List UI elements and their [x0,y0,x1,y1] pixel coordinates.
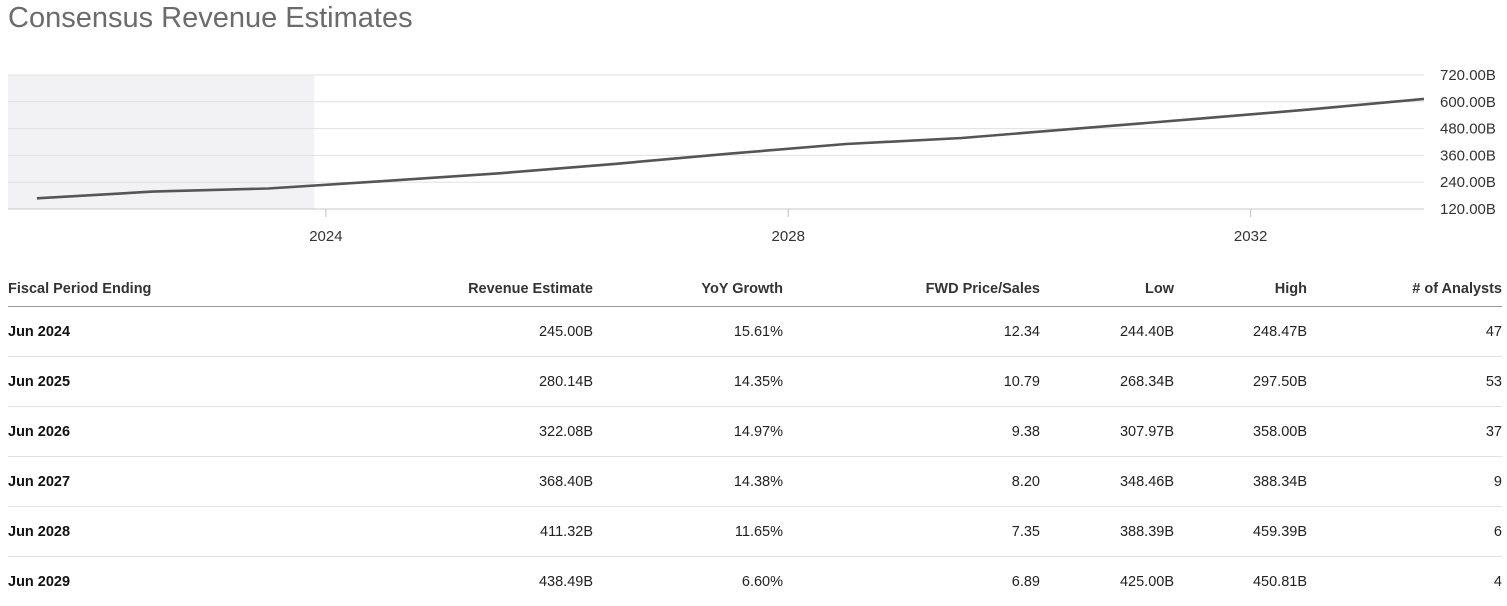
header-high[interactable]: High [1174,272,1307,307]
header-low[interactable]: Low [1040,272,1174,307]
cell-low: 244.40B [1040,307,1174,357]
cell-fwd-price-sales: 12.34 [783,307,1040,357]
table-header-row: Fiscal Period Ending Revenue Estimate Yo… [8,272,1502,307]
table-row: Jun 2024 245.00B 15.61% 12.34 244.40B 24… [8,307,1502,357]
cell-high: 297.50B [1174,357,1307,407]
page-title: Consensus Revenue Estimates [8,2,413,35]
table-row: Jun 2025 280.14B 14.35% 10.79 268.34B 29… [8,357,1502,407]
table-row: Jun 2028 411.32B 11.65% 7.35 388.39B 459… [8,507,1502,557]
cell-low: 425.00B [1040,557,1174,606]
cell-revenue-estimate: 322.08B [308,407,593,457]
cell-low: 268.34B [1040,357,1174,407]
y-tick-label: 480.00B [1440,121,1496,138]
cell-high: 388.34B [1174,457,1307,507]
cell-yoy-growth: 14.35% [593,357,783,407]
cell-num-analysts: 9 [1307,457,1502,507]
cell-num-analysts: 6 [1307,507,1502,557]
cell-fwd-price-sales: 9.38 [783,407,1040,457]
cell-fwd-price-sales: 10.79 [783,357,1040,407]
cell-yoy-growth: 11.65% [593,507,783,557]
cell-num-analysts: 53 [1307,357,1502,407]
cell-fiscal-period: Jun 2024 [8,307,308,357]
revenue-line-chart: 120.00B 240.00B 360.00B 480.00B 600.00B 720.0… [0,60,1507,260]
cell-fiscal-period: Jun 2027 [8,457,308,507]
cell-fiscal-period: Jun 2028 [8,507,308,557]
cell-yoy-growth: 14.38% [593,457,783,507]
cell-num-analysts: 4 [1307,557,1502,606]
estimates-table: Fiscal Period Ending Revenue Estimate Yo… [8,272,1502,606]
cell-num-analysts: 47 [1307,307,1502,357]
cell-yoy-growth: 15.61% [593,307,783,357]
cell-revenue-estimate: 368.40B [308,457,593,507]
table-row: Jun 2029 438.49B 6.60% 6.89 425.00B 450.… [8,557,1502,606]
cell-high: 459.39B [1174,507,1307,557]
y-tick-label: 120.00B [1440,201,1496,218]
cell-fiscal-period: Jun 2026 [8,407,308,457]
y-tick-label: 720.00B [1440,67,1496,84]
cell-revenue-estimate: 280.14B [308,357,593,407]
y-tick-label: 240.00B [1440,174,1496,191]
table-row: Jun 2027 368.40B 14.38% 8.20 348.46B 388… [8,457,1502,507]
header-yoy-growth[interactable]: YoY Growth [593,272,783,307]
cell-fwd-price-sales: 7.35 [783,507,1040,557]
x-tick-label: 2032 [1234,228,1267,245]
cell-high: 450.81B [1174,557,1307,606]
cell-fiscal-period: Jun 2025 [8,357,308,407]
cell-revenue-estimate: 438.49B [308,557,593,606]
cell-low: 307.97B [1040,407,1174,457]
header-fiscal-period[interactable]: Fiscal Period Ending [8,272,308,307]
y-tick-label: 360.00B [1440,147,1496,164]
header-num-analysts[interactable]: # of Analysts [1307,272,1502,307]
cell-revenue-estimate: 411.32B [308,507,593,557]
cell-fwd-price-sales: 6.89 [783,557,1040,606]
cell-revenue-estimate: 245.00B [308,307,593,357]
header-fwd-price-sales[interactable]: FWD Price/Sales [783,272,1040,307]
x-tick-label: 2024 [309,228,342,245]
y-tick-label: 600.00B [1440,94,1496,111]
cell-num-analysts: 37 [1307,407,1502,457]
cell-fwd-price-sales: 8.20 [783,457,1040,507]
cell-yoy-growth: 6.60% [593,557,783,606]
table-row: Jun 2026 322.08B 14.97% 9.38 307.97B 358… [8,407,1502,457]
cell-low: 388.39B [1040,507,1174,557]
x-tick-label: 2028 [772,228,805,245]
cell-high: 358.00B [1174,407,1307,457]
cell-high: 248.47B [1174,307,1307,357]
cell-yoy-growth: 14.97% [593,407,783,457]
cell-fiscal-period: Jun 2029 [8,557,308,606]
header-revenue-estimate[interactable]: Revenue Estimate [308,272,593,307]
cell-low: 348.46B [1040,457,1174,507]
